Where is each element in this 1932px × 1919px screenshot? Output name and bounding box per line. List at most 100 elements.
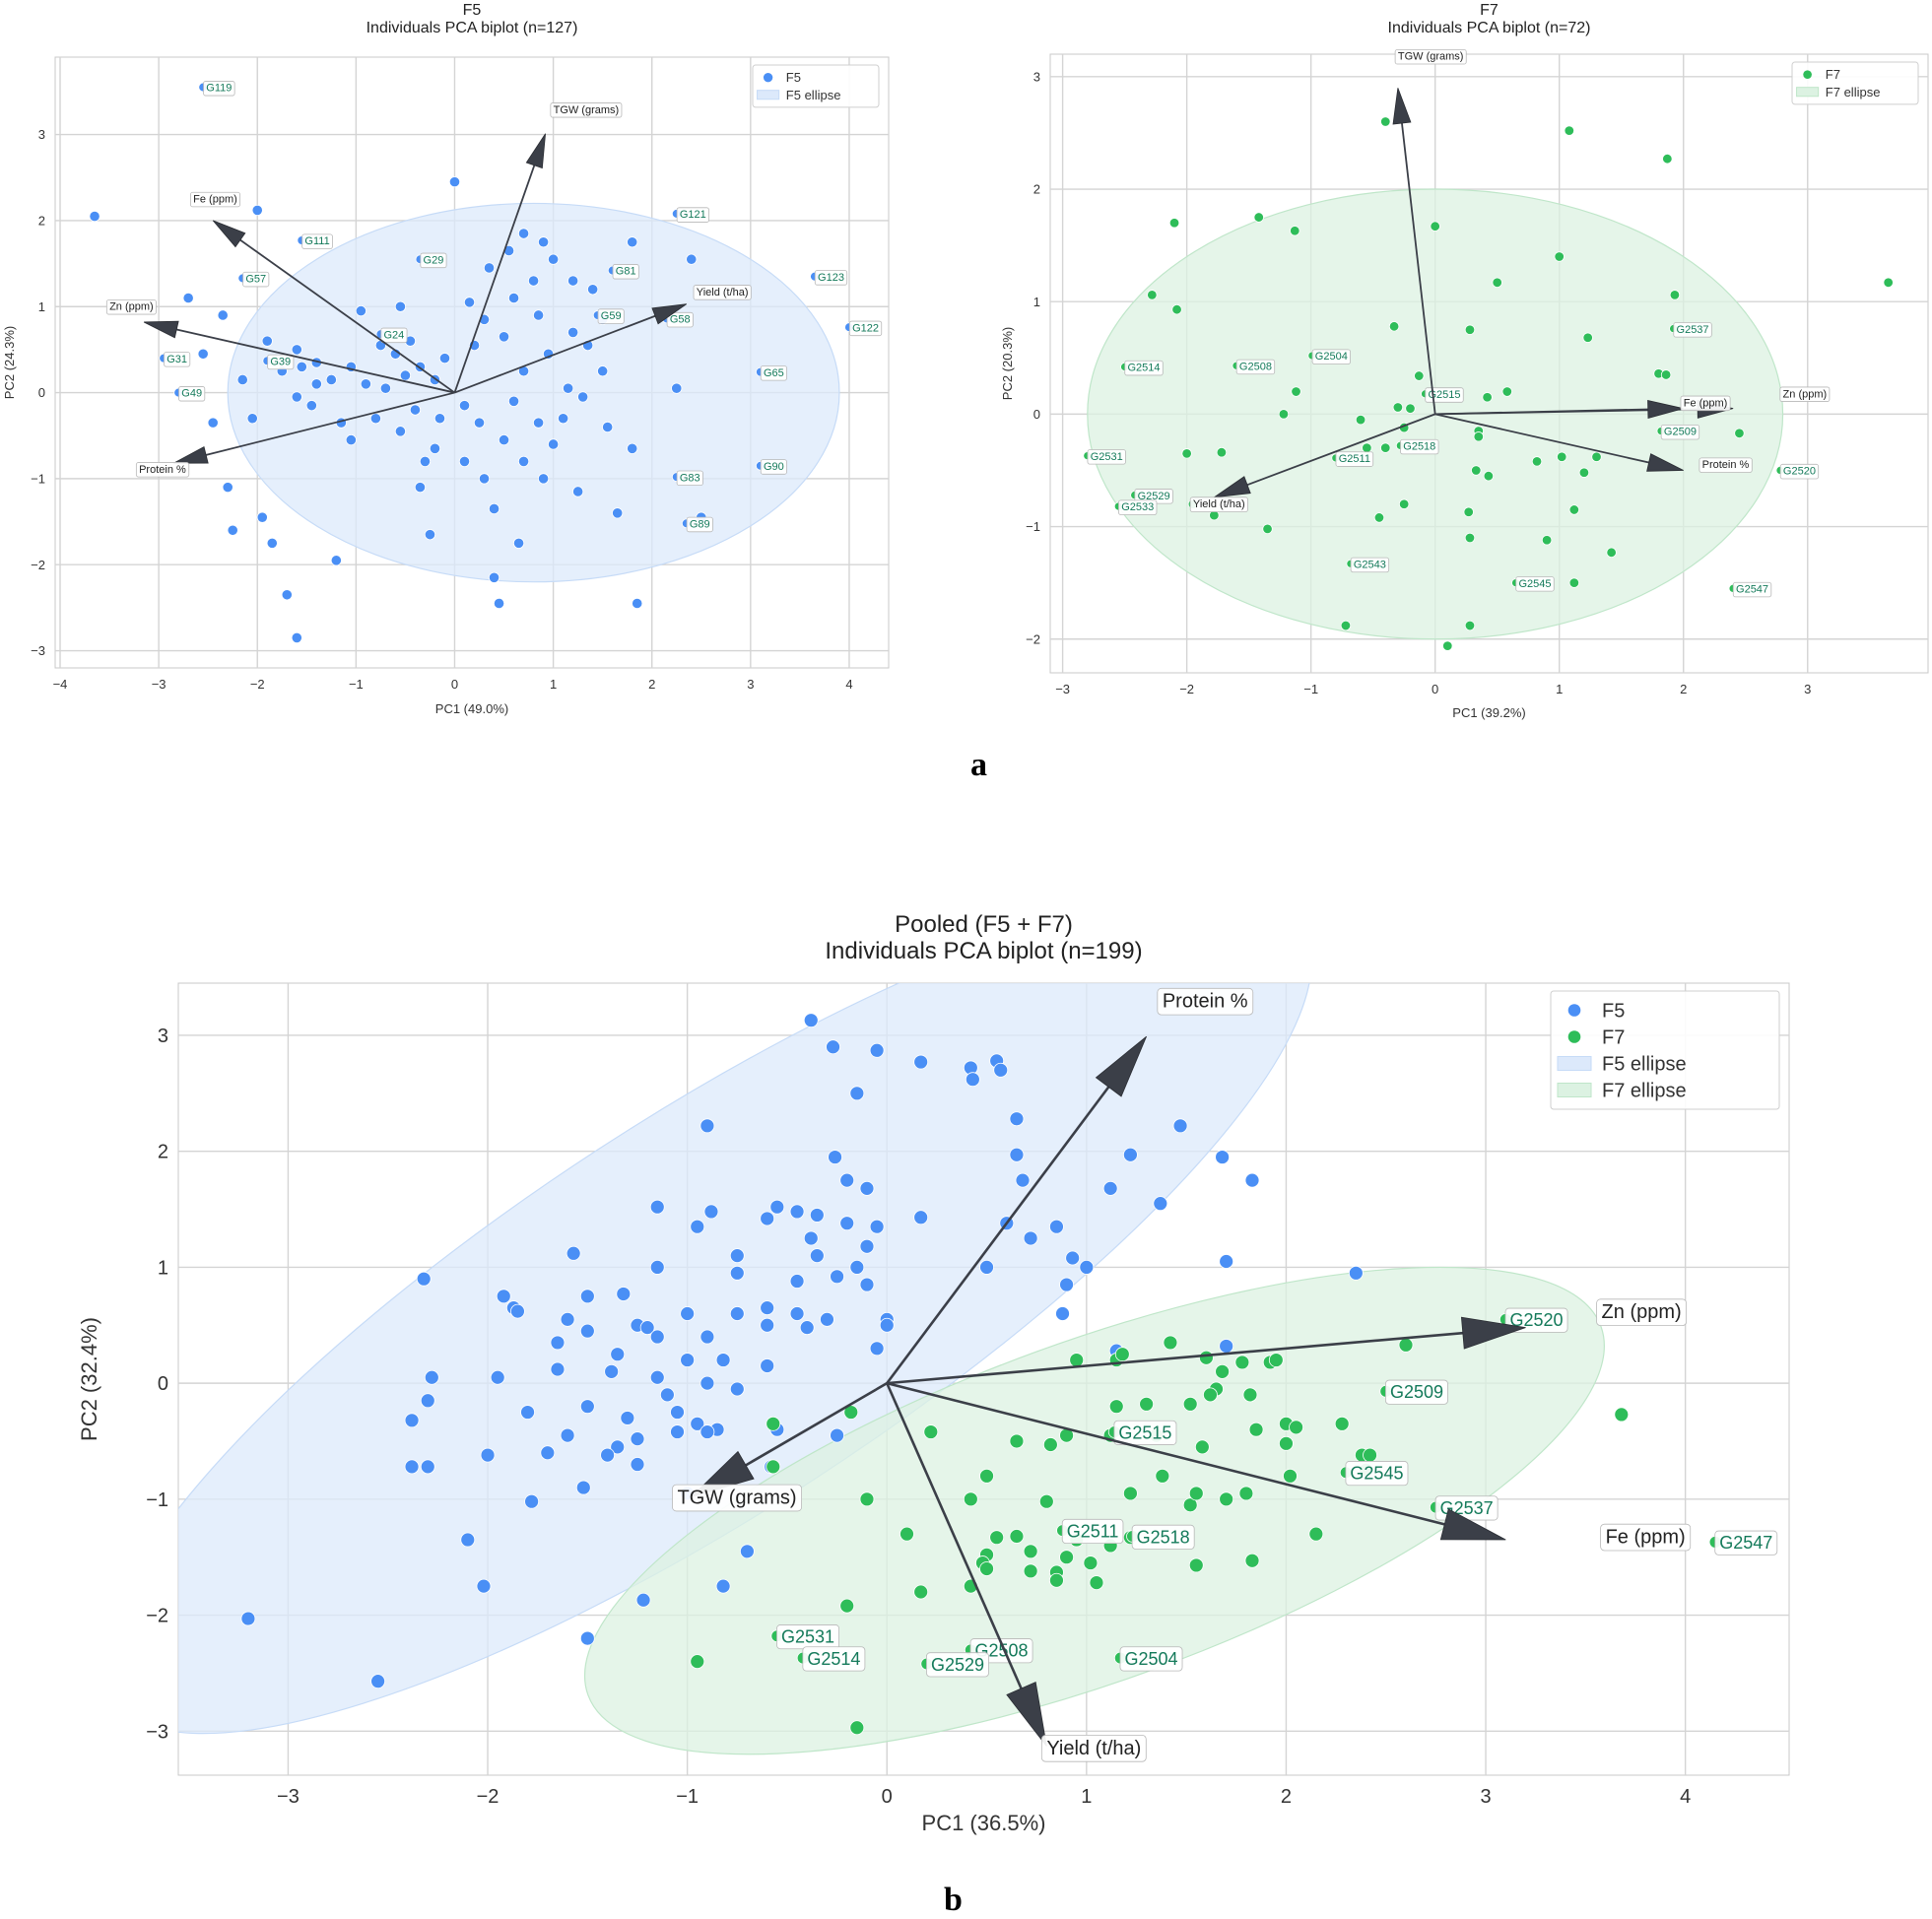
pooled-point-f5 [550, 1335, 566, 1351]
f5-ytick-label: 2 [38, 213, 45, 228]
f5-subtitle: Individuals PCA biplot (n=127) [366, 20, 578, 36]
f5-point-f5 [488, 502, 500, 515]
f7-point-f7 [1591, 451, 1602, 462]
f5-point-label-box [267, 354, 295, 370]
f7-arrow-head [1214, 476, 1251, 498]
f7-point-f7 [1171, 303, 1182, 315]
f5-point-f5 [493, 597, 505, 610]
pooled-point-f5 [913, 1054, 929, 1070]
f7-point-f7 [1291, 386, 1301, 397]
f5-point-label: G59 [597, 308, 625, 324]
pooled-point-f5 [715, 1353, 731, 1367]
f7-point-label-box [1124, 360, 1164, 376]
pooled-point-f7 [1163, 1335, 1178, 1351]
f5-point-f5 [577, 391, 589, 403]
f5-point-f5 [488, 571, 500, 583]
f7-arrow-shaft [1401, 122, 1436, 415]
pooled-point-f5 [828, 1150, 842, 1164]
pooled-point-f5 [579, 1630, 595, 1646]
f7-arrow-label-box [1699, 457, 1753, 473]
f5-point-f5 [483, 262, 496, 274]
f5-point-f5 [394, 300, 407, 312]
f5-point-label: G119 [203, 81, 235, 97]
f5-arrow-label-box [693, 285, 752, 300]
f5-point-f5 [438, 353, 451, 364]
f7-point-label-text: G2547 [1736, 584, 1768, 596]
f5-point-f5 [627, 236, 638, 248]
f5-point-f5 [424, 529, 436, 541]
pooled-arrow-label-text: TGW (grams) [678, 1488, 797, 1509]
f7-point-label-text: G2533 [1121, 501, 1154, 513]
f5-point-f5 [478, 473, 491, 485]
f7-xtick-label: 3 [1804, 682, 1811, 696]
f5-point-label-box [178, 386, 206, 402]
f7-arrow-label-box [1680, 395, 1731, 412]
pooled-point-f5 [1215, 1150, 1231, 1164]
f7-arrow-label-text: TGW (grams) [1398, 51, 1464, 63]
pooled-ytick-label: −1 [146, 1489, 168, 1511]
f5-point-label-text: G89 [690, 518, 710, 530]
f5-arrow-label-box [105, 299, 157, 315]
pooled-ytick-label: 0 [158, 1373, 168, 1395]
f7-point-f7 [1290, 226, 1300, 236]
f7-point-f7 [1883, 277, 1894, 288]
pooled-legend-label: F5 ellipse [1602, 1054, 1687, 1076]
f5-title: F5 [463, 2, 482, 19]
f7-xtick-label: −1 [1303, 682, 1318, 696]
pooled-point-f5 [789, 1306, 805, 1321]
pooled-point-f5 [550, 1361, 566, 1377]
f7-arrow-head [1392, 88, 1412, 125]
pooled-point-f5 [729, 1381, 745, 1397]
pooled-point-f7 [1238, 1486, 1254, 1501]
f7-xtick-label: 1 [1556, 682, 1563, 696]
f5-point-f5 [345, 433, 357, 446]
pooled-point-f5 [620, 1411, 635, 1425]
f5-point-f5 [507, 292, 520, 304]
pooled-point-f5 [1172, 1118, 1188, 1134]
pooled-point-f7 [1188, 1486, 1204, 1501]
f5-point-label-box [676, 207, 709, 223]
f5-point-label-box [848, 320, 883, 337]
pooled-point-f5 [1015, 1172, 1031, 1188]
f7-point-f7 [1482, 392, 1493, 403]
f5-xtick-label: 4 [845, 677, 852, 692]
pooled-point-f5 [480, 1447, 496, 1463]
pooled-point-label: G2531 [776, 1624, 839, 1650]
f7-xtick-label: −3 [1055, 682, 1070, 696]
f5-point-f5 [547, 438, 560, 450]
pooled-xtick-label: 2 [1281, 1786, 1292, 1808]
f7-subtitle: Individuals PCA biplot (n=72) [1388, 20, 1591, 36]
pooled-arrow-label-text: Zn (ppm) [1602, 1301, 1682, 1323]
f7-point-f7 [1557, 451, 1567, 462]
f5-point-label-text: G58 [670, 314, 691, 326]
pooled-point-f5 [879, 1317, 895, 1333]
pooled-point-f5 [540, 1445, 556, 1461]
f7-ytick-label: −1 [1026, 519, 1040, 534]
pooled-point-label-text: G2518 [1137, 1527, 1190, 1547]
f5-point-label-text: G29 [424, 254, 444, 266]
f7-point-f7 [1662, 153, 1673, 165]
f5-arrow-label-text: Protein % [139, 464, 186, 476]
f5-ytick-label: −3 [31, 643, 45, 658]
pooled-point-f7 [1069, 1353, 1085, 1367]
f5-ylabel: PC2 (24.3%) [2, 326, 17, 399]
pooled-point-f5 [680, 1353, 696, 1367]
f5-point-label-text: G119 [206, 83, 232, 95]
pooled-point-f5 [579, 1399, 595, 1415]
f5-legend-label: F5 ellipse [786, 88, 841, 102]
f7-arrow-label: Fe (ppm) [1680, 395, 1731, 412]
pooled-point-f5 [416, 1271, 432, 1287]
f5-point-label: G39 [267, 354, 295, 370]
f5-point-f5 [602, 421, 614, 433]
f7-point-label: G2509 [1660, 424, 1700, 440]
pooled-point-f7 [1219, 1491, 1234, 1507]
pooled-point-f7 [899, 1526, 914, 1542]
f7-point-f7 [1554, 251, 1565, 262]
pooled-point-label-text: G2531 [781, 1627, 834, 1647]
pooled-point-f5 [849, 1260, 865, 1275]
pooled-point-f7 [1182, 1396, 1198, 1412]
pooled-point-f7 [1242, 1387, 1258, 1403]
pooled-point-f5 [520, 1405, 535, 1420]
f5-point-f5 [627, 442, 638, 454]
f7-legend-swatch [1796, 87, 1820, 98]
